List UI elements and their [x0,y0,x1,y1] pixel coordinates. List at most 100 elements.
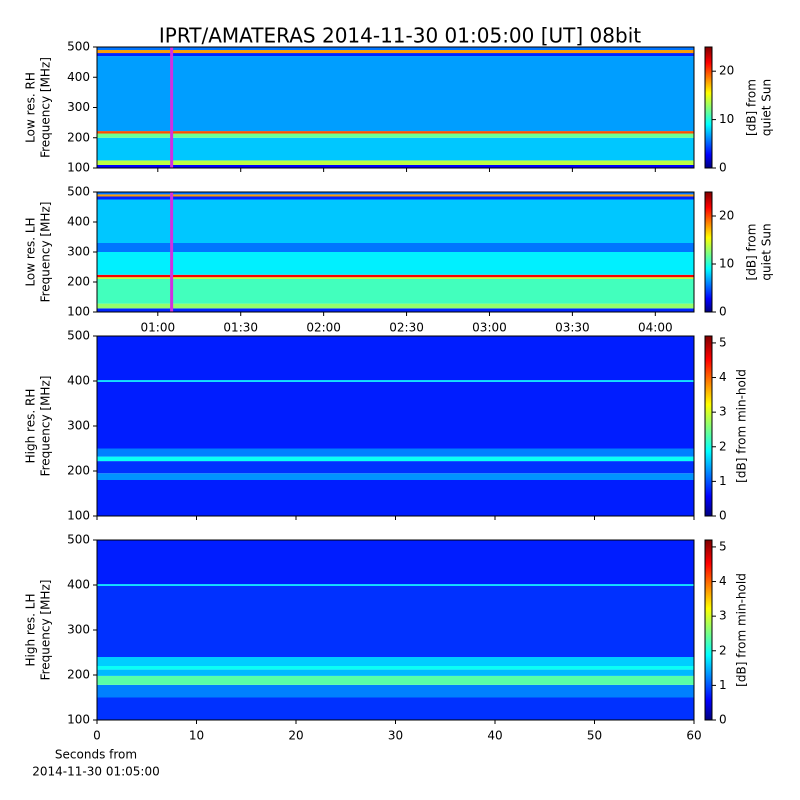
colorbar-tick-label: 1 [719,678,727,692]
y-tick-label: 500 [67,329,90,343]
x-tick-label: 02:30 [389,321,424,335]
y-tick-label: 200 [67,275,90,289]
colorbar-label: quiet Sun [760,79,774,136]
y-tick-label: 500 [67,185,90,199]
colorbar-label: [dB] from min-hold [735,573,749,687]
colorbar-tick-label: 0 [719,509,727,523]
spectrum-band [97,456,694,462]
spectrum-band [97,380,694,382]
colorbar [704,539,713,721]
x-tick-label: 01:30 [223,321,258,335]
x-tick-label: 40 [487,729,502,743]
colorbar-tick-label: 0 [719,713,727,727]
spectrum-band [97,584,694,586]
colorbar-tick-label: 3 [719,609,727,623]
y-axis-label: Low res. RH [24,72,38,143]
x-tick-label: 01:00 [141,321,176,335]
y-axis-label: Frequency [MHz] [39,57,53,158]
colorbar [704,335,713,517]
y-tick-label: 400 [67,578,90,592]
y-axis-label: Frequency [MHz] [39,202,53,303]
colorbar-tick-label: 20 [719,64,734,78]
chart-title: IPRT/AMATERAS 2014-11-30 01:05:00 [UT] 0… [159,24,641,48]
spectrum-band [97,277,694,279]
spectrum-band [97,684,694,698]
spectrum-band [97,697,694,720]
spectrum-band [97,133,694,138]
y-axis-label: Low res. LH [24,217,38,286]
y-tick-label: 400 [67,70,90,84]
colorbar-tick-label: 1 [719,474,727,488]
x-tick-label: 30 [388,729,403,743]
y-tick-label: 200 [67,464,90,478]
colorbar-tick-label: 0 [719,305,727,319]
y-tick-label: 500 [67,533,90,547]
spectrum-band [97,303,694,309]
colorbar-tick-label: 4 [719,370,727,384]
x-tick-label: 0 [93,729,101,743]
x-tick-label: 02:00 [306,321,341,335]
spectrum-band [97,56,694,132]
colorbar-label: [dB] from [745,79,759,136]
spectrum-band [97,164,694,168]
y-tick-label: 200 [67,130,90,144]
spectrum-band [97,666,694,670]
x-axis-label: 2014-11-30 01:05:00 [32,765,159,779]
x-tick-label: 03:00 [472,321,507,335]
x-tick-label: 20 [288,729,303,743]
spectrum-band [97,252,694,275]
spectrum-band [97,473,694,480]
y-tick-label: 300 [67,245,90,259]
spectrum-band [97,199,694,243]
x-tick-label: 03:30 [555,321,590,335]
y-tick-label: 100 [67,509,90,523]
spectrum-band [97,194,694,197]
spectrum-band [97,243,694,252]
colorbar-tick-label: 20 [719,209,734,223]
colorbar-tick-label: 5 [719,335,727,349]
colorbar [704,191,713,313]
spectrum-band [97,50,694,54]
spectrum-band [97,131,694,134]
colorbar-tick-label: 3 [719,405,727,419]
y-axis-label: Frequency [MHz] [39,580,53,681]
x-tick-label: 04:00 [638,321,673,335]
y-tick-label: 400 [67,374,90,388]
colorbar-tick-label: 2 [719,439,727,453]
y-tick-label: 300 [67,623,90,637]
y-axis-label: High res. LH [24,593,38,666]
spectrum-band [97,160,694,165]
colorbar-tick-label: 2 [719,643,727,657]
x-axis-label: Seconds from [55,748,137,762]
y-tick-label: 100 [67,161,90,175]
colorbar-tick-label: 10 [719,112,734,126]
y-tick-label: 200 [67,668,90,682]
spectrum-band [97,669,694,676]
y-tick-label: 300 [67,100,90,114]
colorbar-tick-label: 5 [719,539,727,553]
spectrum-band [97,196,694,200]
y-axis-label: Frequency [MHz] [39,376,53,477]
spectrum-band [97,279,694,304]
spectrum-band [97,137,694,161]
colorbar-tick-label: 4 [719,574,727,588]
spectrum-band [97,657,694,666]
y-tick-label: 500 [67,40,90,54]
x-tick-label: 10 [189,729,204,743]
spectrum-band [97,47,694,51]
y-tick-label: 100 [67,713,90,727]
spectrum-band [97,448,694,457]
colorbar-label: [dB] from [745,224,759,281]
y-tick-label: 100 [67,305,90,319]
spectrum-band [97,675,694,685]
colorbar-label: [dB] from min-hold [735,369,749,483]
y-tick-label: 300 [67,419,90,433]
colorbar-tick-label: 10 [719,257,734,271]
spectrum-band [97,480,694,516]
y-axis-label: High res. RH [24,389,38,464]
spectrum-band [97,308,694,312]
spectrum-band [97,336,694,381]
colorbar [704,46,713,169]
x-tick-label: 50 [587,729,602,743]
